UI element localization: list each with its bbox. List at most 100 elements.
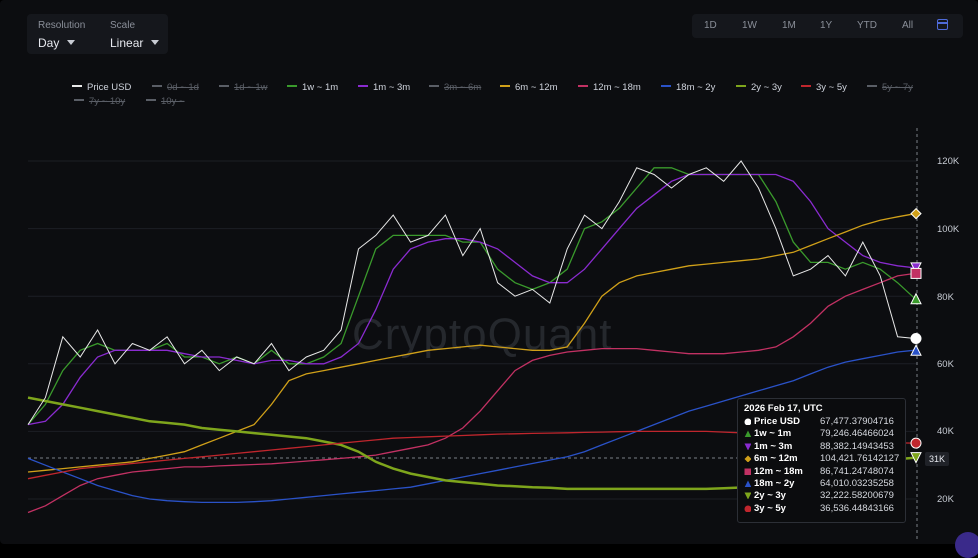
legend-item-5y-7y[interactable]: 5y ~ 7y (867, 82, 913, 93)
tooltip-series-value: 79,246.46466024 (820, 428, 894, 440)
scale-value-text: Linear (110, 36, 144, 50)
legend-swatch (429, 85, 439, 87)
scale-label: Scale (110, 20, 136, 31)
tooltip-series-value: 86,741.24748074 (820, 465, 894, 477)
series-line-6m-12m (27, 213, 916, 473)
end-marker-1w-1m (910, 292, 922, 305)
triangle-up-icon (744, 480, 751, 487)
tooltip-date: 2026 Feb 17, UTC (744, 403, 823, 414)
series-line-price-usd (27, 160, 916, 425)
legend-label: Price USD (87, 82, 132, 93)
scale-value: Linear (110, 36, 160, 50)
legend-label: 0d ~ 1d (167, 82, 199, 93)
legend-item-10y[interactable]: 10y ~ (146, 96, 185, 107)
legend-item-1m-3m[interactable]: 1m ~ 3m (358, 82, 410, 93)
legend-swatch (152, 85, 162, 87)
time-range-bar: 1D 1W 1M 1Y YTD All (692, 14, 963, 38)
series-line-1m-3m (27, 173, 916, 426)
legend-item-7y-10y[interactable]: 7y ~ 10y (74, 96, 125, 107)
legend-swatch (358, 85, 368, 87)
legend-swatch (146, 99, 156, 101)
end-marker-3y-5y (910, 437, 922, 449)
watermark: CryptoQuant (352, 310, 613, 359)
range-1d-button[interactable]: 1D (704, 20, 717, 31)
legend-label: 18m ~ 2y (676, 82, 716, 93)
legend-label: 1m ~ 3m (373, 82, 411, 93)
y-tick-label: 100K (937, 224, 960, 235)
legend-item-6m-12m[interactable]: 6m ~ 12m (500, 82, 558, 93)
range-all-button[interactable]: All (902, 20, 914, 31)
series-end-markers (910, 207, 922, 464)
legend-item-1w-1m[interactable]: 1w ~ 1m (287, 82, 338, 93)
legend-label: 7y ~ 10y (89, 96, 126, 107)
tooltip-series-value: 67,477.37904716 (820, 416, 894, 427)
resolution-label: Resolution (38, 20, 86, 31)
triangle-up-icon (744, 430, 751, 438)
range-1w-button[interactable]: 1W (742, 20, 757, 31)
y-tick-label: 80K (937, 292, 954, 303)
legend-item-12m-18m[interactable]: 12m ~ 18m (578, 82, 641, 93)
y-tick-label: 40K (937, 426, 954, 437)
range-1y-button[interactable]: 1Y (820, 20, 833, 31)
triangle-down-icon (744, 443, 751, 450)
tooltip-series-name: Price USD (754, 416, 800, 427)
legend-swatch (661, 85, 671, 87)
legend-swatch (578, 85, 588, 87)
legend-label: 10y ~ (161, 96, 185, 107)
legend-label: 5y ~ 7y (882, 82, 913, 93)
tooltip-series-name: 6m ~ 12m (754, 453, 798, 465)
tooltip-series-value: 32,222.58200679 (820, 490, 894, 502)
triangle-down-icon (744, 492, 751, 500)
legend-label: 12m ~ 18m (593, 82, 641, 93)
tooltip-series-name: 18m ~ 2y (754, 478, 795, 489)
range-ytd-button[interactable]: YTD (857, 20, 877, 31)
legend-label: 3y ~ 5y (816, 82, 847, 93)
scale-select[interactable]: Scale Linear (110, 14, 168, 54)
legend-swatch (219, 85, 229, 87)
circle-icon (744, 418, 751, 425)
calendar-icon[interactable] (937, 19, 948, 30)
end-marker-18m-2y (910, 344, 922, 356)
legend-swatch (74, 99, 84, 101)
tooltip-series-value: 36,536.44843166 (820, 502, 894, 514)
legend-swatch (867, 85, 877, 87)
legend-swatch (801, 85, 811, 87)
resolution-select[interactable]: Resolution Day (38, 14, 98, 54)
resolution-value: Day (38, 36, 76, 50)
tooltip-series-name: 2y ~ 3y (754, 490, 786, 502)
tooltip-series-name: 1w ~ 1m (754, 428, 792, 440)
legend-label: 1w ~ 1m (302, 82, 339, 93)
resolution-value-text: Day (38, 36, 60, 50)
chart-controls: Resolution Day Scale Linear (27, 14, 168, 54)
diamond-icon (744, 455, 751, 463)
legend-item-price-usd[interactable]: Price USD (72, 82, 131, 93)
tooltip-series-name: 3y ~ 5y (754, 502, 786, 514)
y-tick-label: 120K (937, 156, 960, 167)
crosshair-value-badge: 31K (925, 452, 949, 466)
legend-item-3m-6m[interactable]: 3m ~ 6m (429, 82, 481, 93)
tooltip-series-value: 88,382.14943453 (820, 440, 894, 452)
legend-item-3y-5y[interactable]: 3y ~ 5y (801, 82, 847, 93)
series-line-12m-18m (27, 272, 916, 514)
tooltip: 2026 Feb 17, UTC Price USD 67,477.3790471… (737, 398, 906, 523)
y-tick-label: 60K (937, 359, 954, 370)
legend-swatch (736, 85, 746, 87)
legend-label: 2y ~ 3y (751, 82, 782, 93)
end-marker-12m-18m (910, 267, 922, 279)
series-line-18m-2y (27, 349, 916, 504)
square-icon (744, 468, 751, 475)
legend-item-0d-1d[interactable]: 0d ~ 1d (152, 82, 199, 93)
end-marker-price-usd (910, 333, 922, 345)
legend-item-2y-3y[interactable]: 2y ~ 3y (736, 82, 782, 93)
tooltip-series-name: 1m ~ 3m (754, 440, 793, 452)
legend-swatch (287, 85, 297, 87)
range-1m-button[interactable]: 1M (782, 20, 796, 31)
chevron-down-icon (67, 40, 76, 45)
legend-label: 1d ~ 1w (234, 82, 268, 93)
legend-swatch (500, 85, 510, 87)
end-marker-1m-3m (910, 262, 922, 274)
legend-item-18m-2y[interactable]: 18m ~ 2y (661, 82, 715, 93)
legend-label: 6m ~ 12m (515, 82, 558, 93)
help-bubble-icon[interactable] (955, 532, 978, 558)
legend-item-1d-1w[interactable]: 1d ~ 1w (219, 82, 268, 93)
